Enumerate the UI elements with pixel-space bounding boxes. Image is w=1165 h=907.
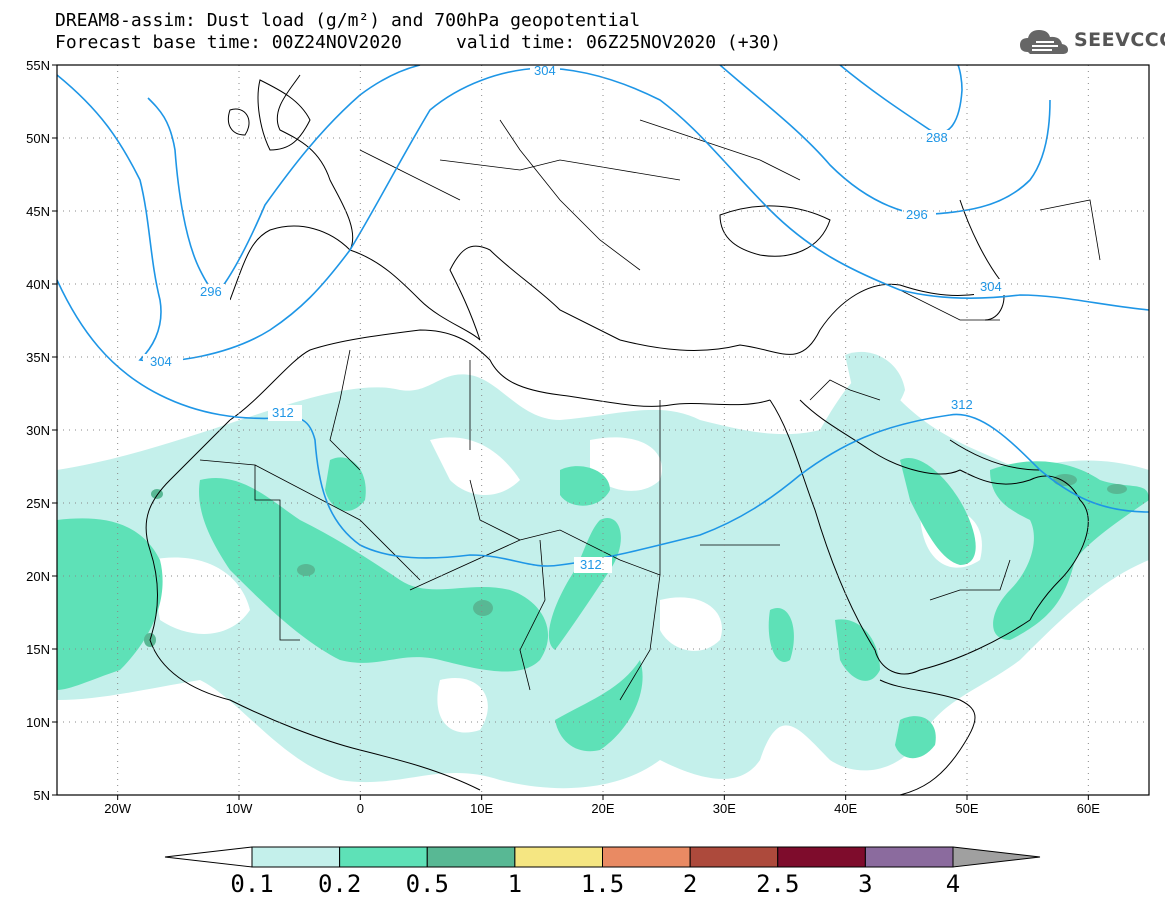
lon-label: 20W: [104, 801, 131, 816]
lat-label: 20N: [26, 569, 50, 584]
coastlines: [145, 74, 1089, 795]
lat-label: 15N: [26, 642, 50, 657]
colorbar-swatch: [777, 846, 866, 868]
colorbar-swatch: [864, 846, 954, 868]
map-subtitle: Forecast base time: 00Z24NOV2020 valid t…: [55, 32, 782, 53]
colorbar-swatch: [339, 846, 428, 868]
lon-label: 50E: [955, 801, 978, 816]
contour-labels: 304 304 296 296 288 304 312 312 312: [150, 63, 1002, 572]
colorbar: [164, 846, 1041, 868]
colorbar-swatch: [514, 846, 603, 868]
colorbar-label: 2: [682, 870, 698, 898]
contour-label: 312: [951, 397, 973, 412]
lon-label: 40E: [834, 801, 857, 816]
lon-label: 10E: [470, 801, 493, 816]
lat-label: 10N: [26, 715, 50, 730]
lat-label: 55N: [26, 58, 50, 73]
graticule: [57, 65, 1149, 795]
lat-label: 50N: [26, 131, 50, 146]
contour-label: 296: [906, 207, 928, 222]
cloud-icon: [1020, 30, 1068, 54]
colorbar-swatch: [426, 846, 516, 868]
colorbar-swatch: [689, 846, 779, 868]
contour-label: 304: [534, 63, 556, 78]
country-borders: [199, 119, 1101, 701]
colorbar-label: 0.2: [317, 870, 362, 898]
contour-label: 304: [150, 354, 172, 369]
lon-label: 60E: [1077, 801, 1100, 816]
lat-label: 5N: [33, 788, 50, 803]
contour-label: 304: [980, 279, 1002, 294]
contour-label: 296: [200, 284, 222, 299]
lat-axis: 55N 50N 45N 40N 35N 30N 25N 20N 15N 10N 5N: [26, 58, 57, 803]
lat-label: 40N: [26, 277, 50, 292]
contour-label: 312: [272, 405, 294, 420]
colorbar-label: 1: [507, 870, 523, 898]
dust-gaps: [150, 437, 982, 733]
colorbar-under-arrow: [164, 846, 253, 868]
lon-label: 10W: [226, 801, 253, 816]
lat-label: 35N: [26, 350, 50, 365]
colorbar-label: 4: [945, 870, 961, 898]
lat-label: 45N: [26, 204, 50, 219]
contour-label: 288: [926, 130, 948, 145]
colorbar-swatch: [251, 846, 341, 868]
colorbar-label: 3: [858, 870, 873, 898]
logo-text: SEEVCCC: [1074, 29, 1165, 51]
colorbar-label: 0.1: [230, 870, 274, 898]
contour-label: 312: [580, 557, 602, 572]
lat-label: 30N: [26, 423, 50, 438]
seevccc-logo: SEEVCCC: [1018, 24, 1165, 60]
colorbar-label: 1.5: [580, 870, 625, 898]
lat-label: 25N: [26, 496, 50, 511]
lon-label: 0: [357, 801, 364, 816]
lon-label: 20E: [591, 801, 614, 816]
colorbar-swatch: [602, 846, 691, 868]
map-title: DREAM8-assim: Dust load (g/m²) and 700hP…: [55, 10, 641, 31]
colorbar-label: 2.5: [756, 870, 800, 898]
colorbar-over-arrow: [952, 846, 1041, 868]
lon-axis: 20W 10W 0 10E 20E 30E 40E 50E 60E: [104, 795, 1100, 816]
lon-label: 30E: [713, 801, 736, 816]
colorbar-label: 0.5: [405, 870, 449, 898]
